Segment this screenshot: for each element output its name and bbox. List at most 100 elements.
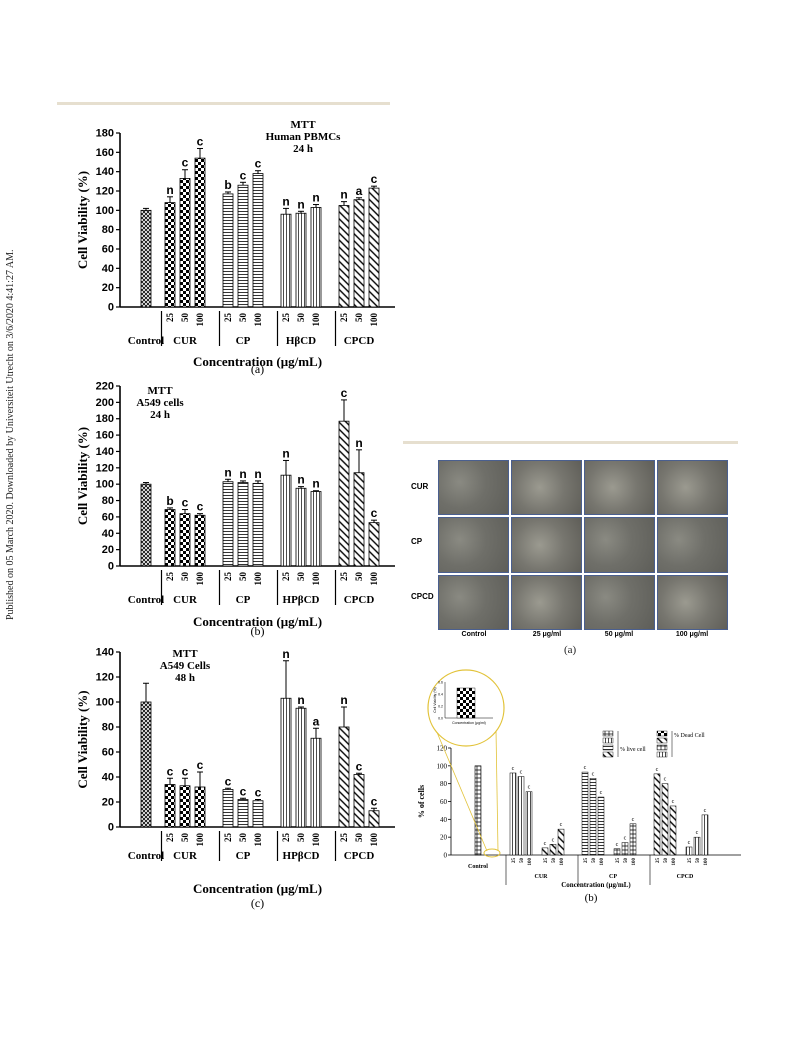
- bar-CPCD-25: [338, 420, 350, 567]
- y-tick-label: 140: [96, 166, 114, 178]
- micrograph-cp-50: [584, 517, 655, 573]
- micrograph-cp-100: [657, 517, 728, 573]
- dose-label: 100: [311, 833, 321, 847]
- bar-HPβCD-100: [310, 737, 322, 828]
- dose-label: 50: [296, 313, 306, 323]
- significance-label: c: [632, 817, 635, 823]
- y-axis-label: Cell Viability (%): [75, 427, 90, 525]
- y-tick-label: 220: [96, 381, 114, 393]
- dose-label: 100: [528, 858, 533, 866]
- side-note-svg: Published on 05 March 2020. Downloaded b…: [5, 249, 16, 620]
- significance-label: c: [356, 759, 363, 773]
- significance-label: c: [197, 758, 204, 772]
- group-label: CUR: [173, 335, 198, 347]
- bar-control-live: [474, 765, 482, 856]
- y-tick-label: 20: [440, 834, 448, 842]
- significance-label: n: [312, 477, 319, 491]
- y-tick-label: 20: [102, 544, 114, 556]
- legend-swatch-dead: [656, 744, 668, 751]
- chart-c-svg: 0 20 40 60 80 100 120 140 Cell Viability (%) c 25 c…: [75, 647, 395, 910]
- bar-CPCD-50: [353, 774, 365, 828]
- dose-label: 50: [180, 313, 190, 323]
- significance-label: n: [166, 183, 173, 197]
- annotation-line: 24 h: [150, 409, 170, 421]
- bar-HPβCD-25: [280, 474, 292, 567]
- y-tick-label: 140: [96, 446, 114, 458]
- micrograph-col-label: 25 μg/ml: [532, 631, 562, 638]
- significance-label: n: [282, 194, 289, 208]
- dose-label: 100: [253, 313, 263, 327]
- significance-label: c: [255, 786, 262, 800]
- inset-y-tick-label: 0.6: [438, 681, 443, 685]
- significance-label: c: [240, 168, 247, 182]
- dose-label: 100: [195, 313, 205, 327]
- significance-label: c: [371, 172, 378, 186]
- significance-label: c: [371, 794, 378, 808]
- top-rule-right: [403, 441, 738, 444]
- bar-CPCD-25: [338, 726, 350, 828]
- significance-label: c: [240, 784, 247, 798]
- significance-label: c: [255, 157, 262, 171]
- y-tick-label: 120: [96, 186, 114, 198]
- dose-label: 50: [296, 572, 306, 582]
- bar-CUR-100: [194, 786, 206, 828]
- significance-label: n: [239, 467, 246, 481]
- dose-label: 25: [544, 858, 549, 864]
- significance-label: c: [592, 771, 595, 777]
- significance-label: c: [544, 841, 547, 847]
- dose-label: 100: [253, 833, 263, 847]
- dose-label: 50: [696, 858, 701, 864]
- bar-CP-25: [222, 193, 234, 308]
- legend-swatch-live: [602, 737, 614, 744]
- bar-HPβCD-50: [295, 707, 307, 828]
- micrograph-cur-control: [438, 460, 509, 516]
- group-label: CP: [236, 335, 251, 347]
- dose-label: 25: [616, 858, 621, 864]
- bar-control: [140, 701, 152, 828]
- bar-CPCD-100: [368, 522, 380, 567]
- dose-label: 25: [584, 858, 589, 864]
- bar-HβCD-100: [310, 207, 322, 308]
- annotation-line: 24 h: [293, 143, 313, 155]
- micrograph-panel-label: (a): [564, 644, 577, 656]
- dose-label: 25: [656, 858, 661, 864]
- annotation-line: MTT: [290, 120, 316, 131]
- significance-label: c: [552, 837, 555, 843]
- dose-label: 50: [238, 833, 248, 843]
- bar-CP-25: [222, 481, 234, 567]
- significance-label: c: [560, 822, 563, 828]
- dose-label: 25: [281, 572, 291, 582]
- bar-HβCD-25: [280, 213, 292, 308]
- dose-label: 25: [688, 858, 693, 864]
- y-tick-label: 0: [444, 852, 448, 860]
- annotation-line: 48 h: [175, 672, 195, 684]
- annotation-line: MTT: [147, 385, 173, 397]
- bar-CP-25: [222, 789, 234, 828]
- bar-dead-CUR-100: [557, 828, 565, 856]
- zoom-circle: [483, 848, 501, 858]
- y-tick-label: 60: [102, 511, 114, 523]
- side-note-text: Published on 05 March 2020. Downloaded b…: [5, 249, 16, 620]
- bar-live-CUR-50: [517, 776, 525, 856]
- significance-label: c: [616, 842, 619, 848]
- legend-label-live: % live cell: [620, 747, 646, 753]
- significance-label: c: [167, 764, 174, 778]
- x-axis-label: Concentration (μg/mL): [193, 614, 322, 629]
- micrograph-cur-100: [657, 460, 728, 516]
- chart-c: 0 20 40 60 80 100 120 140 Cell Viability (%) c 25 c…: [60, 643, 400, 913]
- significance-label: c: [512, 766, 515, 772]
- legend-swatch-dead: [656, 737, 668, 744]
- significance-label: c: [528, 785, 531, 791]
- dose-label: 25: [339, 572, 349, 582]
- panel-label: (b): [251, 624, 265, 638]
- bar-live-CP-25: [581, 771, 589, 856]
- dose-label: 100: [369, 572, 379, 586]
- group-label: HPβCD: [283, 850, 320, 862]
- bar-CUR-100: [194, 514, 206, 567]
- significance-label: c: [704, 808, 707, 814]
- y-tick-label: 0: [108, 302, 114, 314]
- panel-label: (a): [251, 362, 264, 376]
- bar-HβCD-50: [295, 212, 307, 308]
- significance-label: c: [656, 767, 659, 773]
- significance-label: c: [520, 770, 523, 776]
